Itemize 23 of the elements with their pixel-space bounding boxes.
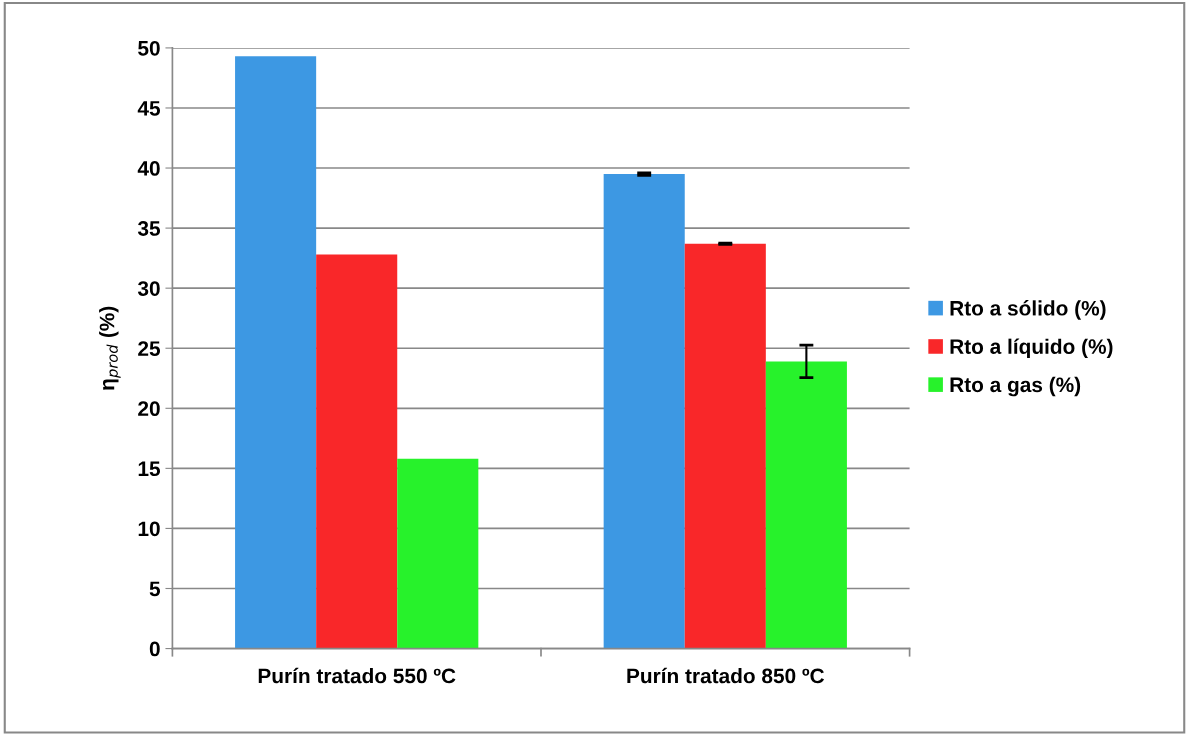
- y-tick-label: 40: [137, 161, 160, 176]
- bar: [765, 361, 847, 649]
- bar: [316, 254, 398, 649]
- legend-label: Rto a gas (%): [950, 376, 1081, 397]
- y-tick-label: 5: [149, 581, 161, 597]
- y-tick-label: 0: [149, 641, 160, 657]
- y-tick-label: 10: [138, 521, 160, 537]
- y-tick-label: 50: [138, 40, 160, 56]
- y-tick-label: 20: [138, 401, 160, 417]
- legend-label: Rto a sólido (%): [950, 300, 1106, 320]
- bar: [235, 56, 317, 649]
- y-axis-title: η$_{prod}$ (%): [99, 306, 121, 390]
- y-tick-label: 30: [137, 281, 160, 296]
- x-tick-label: Purín tratado 850 ºC: [627, 667, 825, 684]
- x-tick-label: Purín tratado 550 ºC: [258, 667, 456, 684]
- y-tick-label: 25: [138, 341, 161, 356]
- legend-label: Rto a líquido (%): [950, 338, 1113, 359]
- y-tick-label: 35: [137, 221, 161, 236]
- y-tick-label: 45: [137, 101, 161, 116]
- bar: [397, 458, 479, 649]
- y-tick-label: 15: [138, 461, 161, 477]
- bar: [603, 174, 685, 649]
- bar: [684, 243, 766, 649]
